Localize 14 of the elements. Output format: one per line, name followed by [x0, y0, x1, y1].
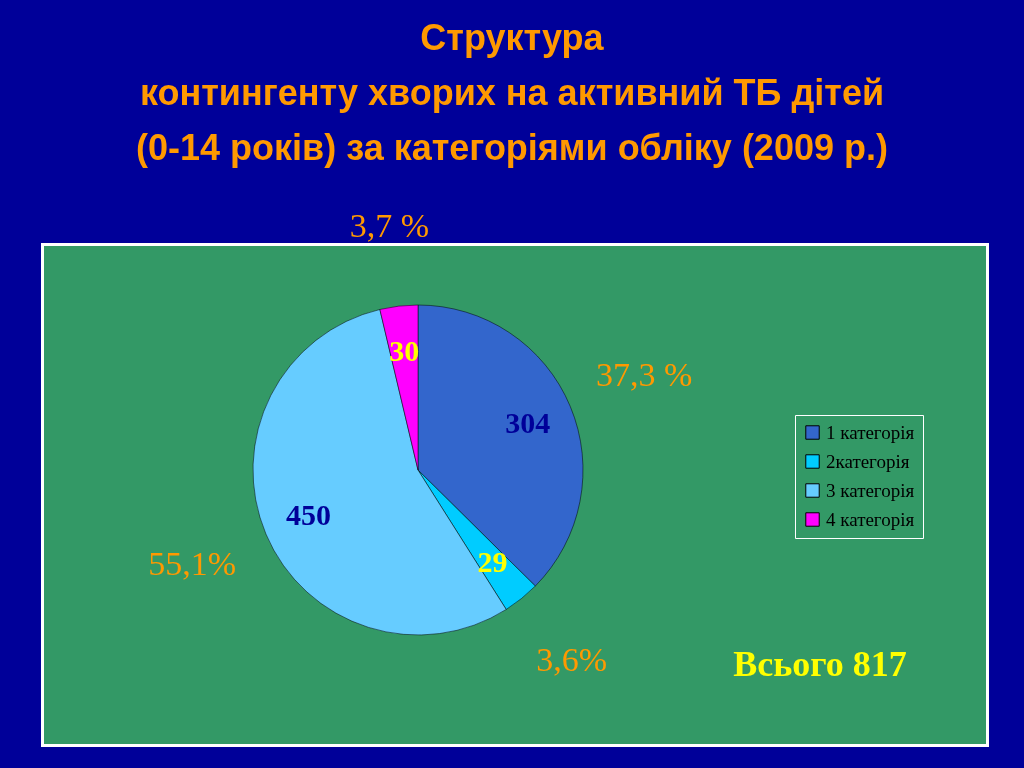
text: 30	[389, 334, 420, 368]
legend-label: 4 категорія	[826, 508, 915, 530]
text: 304	[505, 406, 551, 440]
data-label: 3,6%	[536, 640, 607, 678]
chart-title: Структура контингенту хворих на активний ТБ дітей (0-14 років) за категоріями обліку (2009 р.)	[136, 17, 888, 168]
legend-label: 1 категорія	[826, 421, 915, 443]
text: Всього 817	[733, 644, 907, 684]
data-label: 3,7 %	[349, 206, 430, 244]
data-label: 55,1%	[148, 545, 237, 583]
legend-label: 2категорія	[826, 450, 910, 472]
text: 450	[286, 498, 332, 532]
data-label: 37,3 %	[595, 355, 693, 393]
text: 29	[477, 544, 508, 578]
legend-label: 3 категорія	[826, 479, 915, 501]
